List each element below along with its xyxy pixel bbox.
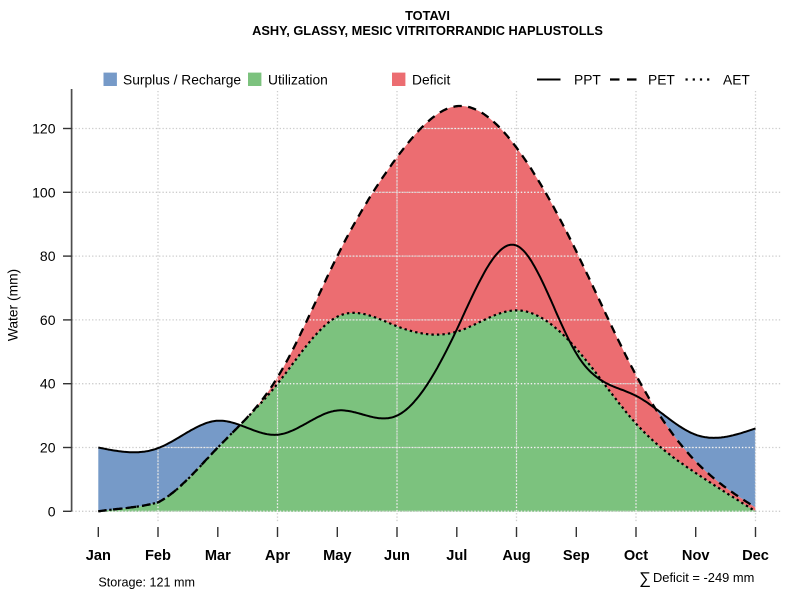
svg-text:AET: AET xyxy=(723,73,750,88)
svg-text:Feb: Feb xyxy=(145,548,171,564)
svg-text:May: May xyxy=(323,548,352,564)
svg-text:100: 100 xyxy=(32,184,56,200)
svg-text:Dec: Dec xyxy=(742,548,769,564)
svg-text:Surplus / Recharge: Surplus / Recharge xyxy=(123,73,241,88)
svg-text:Jan: Jan xyxy=(86,548,111,564)
svg-text:120: 120 xyxy=(32,121,56,137)
svg-text:PPT: PPT xyxy=(574,73,601,88)
svg-text:TOTAVI: TOTAVI xyxy=(405,8,450,23)
svg-text:Water (mm): Water (mm) xyxy=(6,269,21,341)
svg-text:Deficit: Deficit xyxy=(412,73,450,88)
svg-text:Deficit = -249 mm: Deficit = -249 mm xyxy=(653,570,754,585)
svg-text:Aug: Aug xyxy=(502,548,530,564)
svg-text:Storage: 121 mm: Storage: 121 mm xyxy=(98,575,195,589)
svg-text:Apr: Apr xyxy=(265,548,290,564)
svg-text:Oct: Oct xyxy=(624,548,648,564)
svg-text:80: 80 xyxy=(40,248,56,264)
svg-text:Nov: Nov xyxy=(682,548,710,564)
svg-text:0: 0 xyxy=(48,503,56,519)
svg-text:Jul: Jul xyxy=(446,548,467,564)
svg-text:∑: ∑ xyxy=(639,570,651,588)
svg-text:40: 40 xyxy=(40,376,56,392)
svg-text:Sep: Sep xyxy=(563,548,590,564)
svg-text:60: 60 xyxy=(40,312,56,328)
svg-text:20: 20 xyxy=(40,440,56,456)
svg-text:Jun: Jun xyxy=(384,548,410,564)
svg-text:PET: PET xyxy=(648,73,675,88)
svg-text:Mar: Mar xyxy=(205,548,231,564)
svg-text:Utilization: Utilization xyxy=(268,73,328,88)
svg-text:ASHY, GLASSY, MESIC VITRITORRA: ASHY, GLASSY, MESIC VITRITORRANDIC HAPLU… xyxy=(252,23,603,38)
